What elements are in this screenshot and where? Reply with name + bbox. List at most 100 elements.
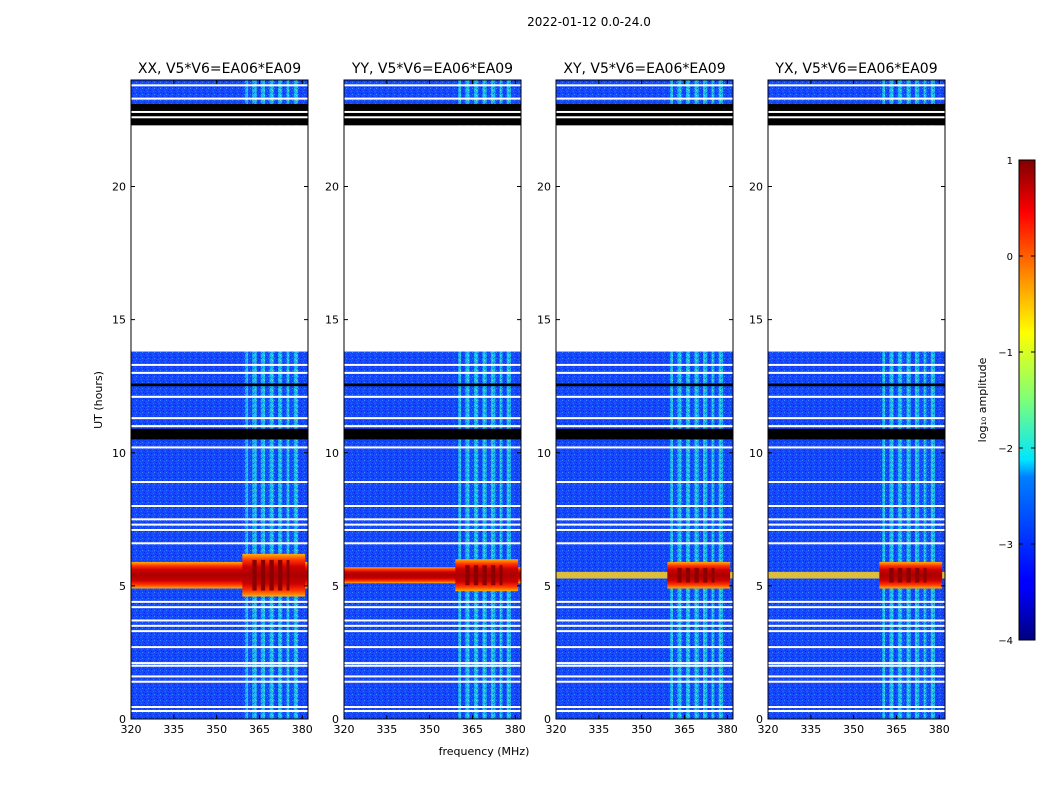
- white-flag-line: [768, 425, 945, 428]
- white-flag-line: [768, 624, 945, 627]
- x-tick-label: 335: [800, 723, 821, 736]
- x-tick-label: 320: [121, 723, 142, 736]
- white-flag-line: [556, 425, 733, 428]
- rfi-stripe: [711, 80, 715, 719]
- white-flag-line: [556, 662, 733, 665]
- black-flag: [556, 428, 733, 440]
- white-flag-line: [131, 646, 308, 649]
- black-flag: [131, 383, 308, 387]
- y-tick-label: 0: [332, 713, 339, 726]
- y-tick-label: 10: [325, 447, 339, 460]
- white-flag-line: [768, 680, 945, 683]
- white-flag-line: [768, 710, 945, 713]
- y-tick-label: 15: [325, 314, 339, 327]
- white-flag-line: [131, 505, 308, 507]
- white-flag-line: [131, 116, 308, 119]
- white-flag-line: [768, 481, 945, 484]
- white-flag-line: [131, 363, 308, 366]
- x-tick-label: 320: [334, 723, 355, 736]
- rfi-stripe: [473, 80, 479, 719]
- white-flag-line: [344, 518, 521, 521]
- white-flag-line: [131, 371, 308, 374]
- y-tick-label: 15: [537, 314, 551, 327]
- panel-title: XX, V5*V6=EA06*EA09: [138, 61, 301, 77]
- x-tick-label: 335: [376, 723, 397, 736]
- rfi-stripe: [260, 80, 266, 719]
- white-flag-line: [768, 606, 945, 609]
- strong-band-core: [889, 567, 894, 583]
- rfi-stripe: [506, 80, 512, 719]
- y-tick-label: 10: [537, 447, 551, 460]
- strong-band-halo: [556, 571, 733, 579]
- rfi-stripe: [694, 80, 699, 719]
- white-flag-line: [556, 84, 733, 87]
- white-flag-line: [344, 116, 521, 119]
- rfi-stripe: [458, 80, 462, 719]
- white-flag-line: [344, 417, 521, 420]
- rfi-stripe: [499, 80, 503, 719]
- x-axis-label: frequency (MHz): [439, 745, 530, 758]
- white-flag-line: [131, 600, 308, 603]
- white-flag-line: [131, 518, 308, 521]
- y-tick-label: 20: [325, 181, 339, 194]
- white-flag-line: [768, 363, 945, 366]
- strong-band-core: [677, 567, 682, 583]
- white-flag-line: [344, 619, 521, 622]
- white-flag-line: [344, 110, 521, 113]
- white-flag-line: [344, 446, 521, 449]
- x-tick-label: 335: [588, 723, 609, 736]
- strong-band-core: [897, 567, 903, 583]
- white-flag-line: [131, 97, 308, 100]
- white-flag-line: [131, 425, 308, 428]
- white-flag-line: [556, 646, 733, 649]
- white-flag-line: [556, 710, 733, 713]
- rfi-stripe: [718, 80, 724, 719]
- x-tick-label: 320: [546, 723, 567, 736]
- strong-band-core: [685, 567, 691, 583]
- rfi-stripe: [482, 80, 487, 719]
- white-flag-line: [344, 646, 521, 649]
- colorbar: 1 0 −1 −2 −3 −4 log₁₀ amplitude: [976, 156, 1036, 647]
- rfi-stripe: [293, 80, 299, 719]
- white-flag-line: [556, 624, 733, 627]
- x-tick-label: 335: [163, 723, 184, 736]
- flagged-gap: [556, 125, 733, 352]
- white-flag-line: [131, 630, 308, 633]
- white-flag-line: [131, 675, 308, 678]
- white-flag-line: [768, 417, 945, 420]
- x-tick-label: 365: [462, 723, 483, 736]
- white-flag-line: [131, 481, 308, 484]
- x-tick-label: 380: [505, 723, 526, 736]
- white-flag-line: [344, 662, 521, 665]
- y-tick-label: 5: [756, 580, 763, 593]
- white-flag-line: [131, 662, 308, 665]
- panel-3: XY, V5*V6=EA06*EA09 320 335 350 365 380 0 5 10 15…: [537, 61, 738, 736]
- panel-2: YY, V5*V6=EA06*EA09 320 335 350 365 380 0 5 10 15…: [325, 61, 526, 736]
- white-flag-line: [344, 371, 521, 374]
- colorbar-gradient: [1018, 159, 1036, 641]
- white-flag-line: [344, 606, 521, 609]
- colorbar-tick-label: −3: [998, 540, 1013, 551]
- white-flag-line: [768, 542, 945, 545]
- white-flag-line: [768, 446, 945, 449]
- x-tick-label: 380: [929, 723, 950, 736]
- white-flag-line: [344, 710, 521, 713]
- white-flag-line: [131, 395, 308, 398]
- x-tick-label: 365: [674, 723, 695, 736]
- white-flag-line: [131, 664, 308, 667]
- rfi-stripe: [245, 80, 249, 719]
- white-flag-line: [344, 675, 521, 678]
- white-flag-line: [556, 523, 733, 526]
- colorbar-tick-label: 1: [1007, 156, 1013, 167]
- rfi-stripe: [906, 80, 911, 719]
- y-tick-label: 0: [544, 713, 551, 726]
- y-tick-label: 15: [749, 314, 763, 327]
- panel-frame: [767, 79, 946, 720]
- white-flag-line: [556, 664, 733, 667]
- strong-band-core: [482, 565, 487, 586]
- white-flag-line: [768, 97, 945, 100]
- y-tick-label: 15: [112, 314, 126, 327]
- black-flag: [344, 428, 521, 440]
